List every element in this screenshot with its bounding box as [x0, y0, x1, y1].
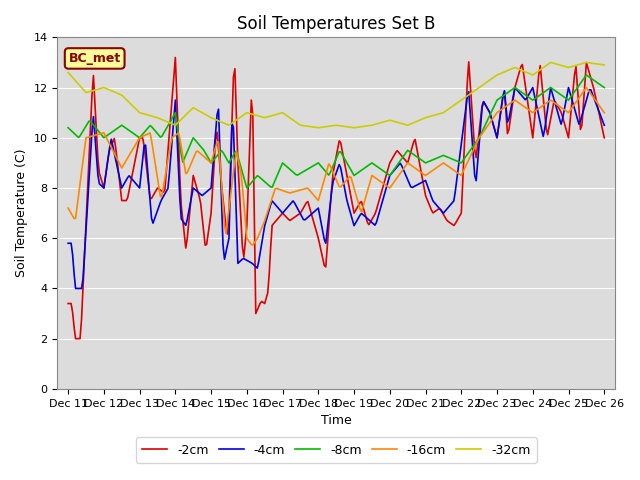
-4cm [389, 169, 397, 175]
-4cm [538, 127, 545, 132]
-32cm [600, 62, 608, 68]
-16cm [164, 157, 172, 163]
-16cm [249, 242, 257, 248]
-32cm [547, 60, 554, 65]
-32cm [64, 70, 72, 75]
-32cm [401, 121, 408, 127]
-32cm [79, 86, 87, 92]
-2cm [538, 78, 545, 84]
-32cm [536, 67, 544, 72]
Line: -4cm: -4cm [68, 87, 604, 288]
-16cm [401, 164, 408, 170]
Line: -32cm: -32cm [68, 62, 604, 128]
-16cm [79, 158, 87, 164]
-32cm [164, 119, 172, 125]
X-axis label: Time: Time [321, 414, 351, 427]
-4cm [401, 170, 408, 176]
-8cm [536, 92, 544, 98]
Legend: -2cm, -4cm, -8cm, -16cm, -32cm: -2cm, -4cm, -8cm, -16cm, -32cm [136, 437, 536, 463]
-2cm [172, 55, 179, 60]
-8cm [64, 125, 72, 131]
-8cm [371, 162, 379, 168]
-16cm [536, 105, 544, 110]
-4cm [72, 286, 79, 291]
-2cm [403, 158, 410, 164]
-16cm [389, 181, 397, 187]
Line: -2cm: -2cm [68, 58, 604, 339]
-8cm [401, 152, 408, 157]
-2cm [72, 336, 79, 342]
-2cm [166, 130, 173, 136]
-4cm [600, 122, 608, 128]
Y-axis label: Soil Temperature (C): Soil Temperature (C) [15, 149, 28, 277]
-4cm [81, 252, 88, 257]
-2cm [372, 207, 380, 213]
-2cm [390, 152, 398, 158]
-16cm [371, 175, 379, 180]
-8cm [389, 168, 397, 174]
-2cm [600, 135, 608, 141]
-2cm [81, 252, 88, 258]
-8cm [79, 128, 87, 134]
Title: Soil Temperatures Set B: Soil Temperatures Set B [237, 15, 435, 33]
-8cm [582, 72, 590, 78]
-4cm [64, 240, 72, 246]
-16cm [600, 110, 608, 116]
-8cm [164, 123, 172, 129]
-32cm [314, 125, 322, 131]
-16cm [64, 205, 72, 211]
-8cm [600, 84, 608, 90]
-16cm [582, 84, 590, 90]
Line: -16cm: -16cm [68, 87, 604, 245]
-4cm [166, 170, 173, 176]
-2cm [64, 300, 72, 306]
Line: -8cm: -8cm [68, 75, 604, 188]
-32cm [389, 118, 397, 124]
-4cm [511, 84, 519, 90]
-4cm [371, 222, 379, 228]
-32cm [371, 121, 379, 127]
-8cm [243, 185, 251, 191]
Text: BC_met: BC_met [68, 52, 121, 65]
